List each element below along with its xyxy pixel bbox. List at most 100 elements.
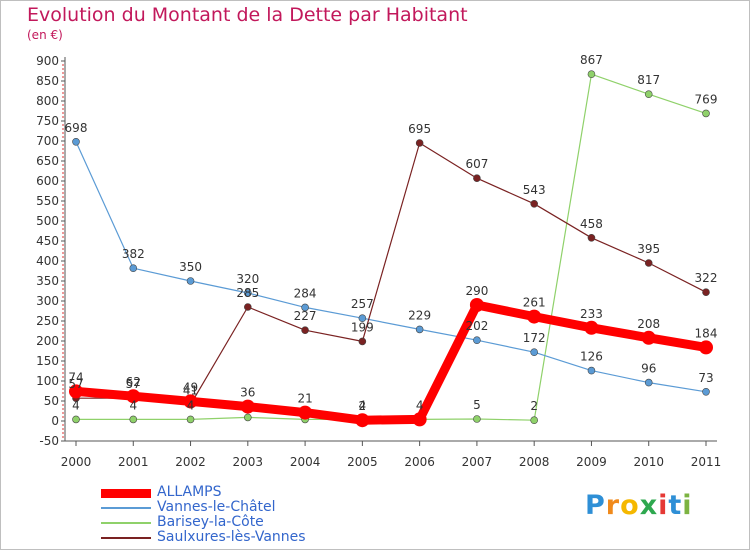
- data-label: 73: [698, 371, 713, 385]
- legend-swatch: [101, 507, 151, 509]
- logo-letter: x: [639, 490, 659, 521]
- data-point: [587, 366, 596, 375]
- x-tick-label: 2009: [576, 455, 607, 469]
- data-point: [244, 413, 252, 422]
- data-label: 229: [408, 308, 431, 322]
- data-label: 74: [68, 370, 83, 384]
- data-point: [129, 415, 138, 424]
- data-point: [126, 389, 141, 404]
- series-line: [75, 141, 707, 393]
- data-label: 607: [465, 157, 488, 171]
- data-label: 458: [580, 217, 603, 231]
- data-label: 867: [580, 53, 603, 67]
- data-label: 208: [637, 317, 660, 331]
- data-point: [644, 378, 653, 387]
- data-point: [355, 413, 370, 428]
- data-point: [244, 289, 252, 297]
- chart-title: Evolution du Montant de la Dette par Hab…: [27, 4, 468, 26]
- data-label: 4: [416, 398, 424, 412]
- logo-letter: P: [585, 490, 606, 521]
- data-label: 4: [187, 398, 195, 412]
- series-line: [71, 300, 711, 425]
- legend-label: Vannes-le-Châtel: [157, 499, 276, 515]
- y-tick-label: 500: [36, 214, 59, 228]
- data-point: [473, 415, 481, 423]
- data-point: [69, 384, 83, 399]
- y-tick-label: 200: [36, 334, 59, 348]
- data-label: 285: [236, 286, 259, 300]
- data-point: [530, 200, 538, 208]
- data-label: 769: [695, 92, 718, 106]
- data-point: [415, 325, 424, 334]
- data-label: 4: [359, 398, 367, 412]
- data-label: 202: [465, 319, 488, 333]
- logo-letter: t: [668, 490, 683, 521]
- y-tick-label: 900: [36, 54, 59, 68]
- x-tick-label: 2000: [61, 455, 92, 469]
- proxiti-logo: Proxiti: [585, 490, 693, 521]
- data-point: [72, 415, 80, 424]
- y-tick-label: 350: [36, 274, 59, 288]
- data-label: 320: [236, 272, 259, 286]
- data-label: 543: [523, 183, 546, 197]
- data-label: 284: [294, 286, 317, 300]
- data-point: [412, 412, 427, 427]
- data-label: 698: [65, 121, 88, 135]
- data-label: 172: [523, 331, 546, 345]
- data-label: 257: [351, 297, 374, 311]
- y-tick-label: 0: [51, 414, 59, 428]
- data-label: 395: [637, 242, 660, 256]
- data-point: [699, 340, 713, 355]
- data-point: [530, 416, 538, 425]
- data-point: [702, 387, 710, 396]
- y-tick-label: 50: [44, 394, 59, 408]
- data-label: 817: [637, 73, 660, 87]
- y-tick-label: 800: [36, 94, 59, 108]
- logo-letter: o: [620, 490, 640, 521]
- data-point: [473, 174, 481, 182]
- logo-letter: i: [658, 490, 669, 521]
- data-point: [644, 259, 653, 267]
- data-point: [644, 90, 653, 98]
- y-tick-label: 400: [36, 254, 59, 268]
- data-label: 233: [580, 307, 603, 321]
- data-point: [469, 298, 484, 312]
- data-point: [301, 303, 309, 312]
- data-label: 57: [68, 377, 83, 391]
- x-tick-label: 2004: [290, 455, 321, 469]
- data-label: 2: [359, 399, 367, 413]
- y-tick-label: 250: [36, 314, 59, 328]
- y-tick-label: 150: [36, 354, 59, 368]
- data-label: 4: [72, 398, 80, 412]
- data-label: 57: [126, 377, 141, 391]
- legend-swatch: [101, 537, 151, 539]
- data-label: 227: [294, 309, 317, 323]
- data-point: [527, 309, 542, 324]
- data-point: [587, 70, 596, 78]
- legend-label: ALLAMPS: [157, 484, 222, 500]
- data-label: 350: [179, 260, 202, 274]
- data-point: [298, 405, 313, 420]
- data-point: [358, 337, 367, 346]
- legend-label: Saulxures-lès-Vannes: [157, 529, 306, 545]
- series-line: [75, 142, 707, 406]
- y-tick-label: -50: [39, 434, 59, 448]
- data-label: 2: [530, 399, 538, 413]
- data-label: 290: [465, 284, 488, 298]
- data-point: [183, 394, 198, 409]
- x-tick-label: 2006: [404, 455, 435, 469]
- data-label: 382: [122, 247, 145, 261]
- data-label: 36: [240, 386, 255, 400]
- y-tick-label: 700: [36, 134, 59, 148]
- data-point: [473, 336, 481, 345]
- data-label: 62: [126, 375, 141, 389]
- data-label: 5: [473, 398, 481, 412]
- legend-label: Barisey-la-Côte: [157, 514, 264, 530]
- data-label: 4: [129, 398, 137, 412]
- data-point: [301, 326, 309, 335]
- data-point: [244, 303, 252, 311]
- data-label: 126: [580, 350, 603, 364]
- data-point: [530, 348, 538, 357]
- x-tick-label: 2008: [519, 455, 550, 469]
